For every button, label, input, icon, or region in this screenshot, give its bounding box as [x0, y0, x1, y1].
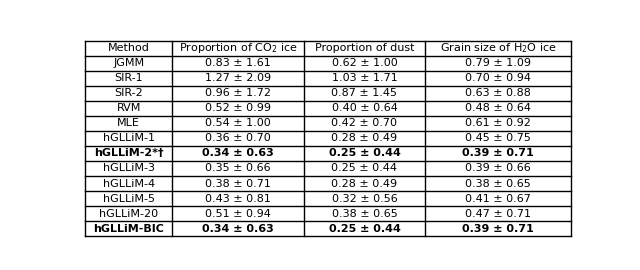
Text: JGMM: JGMM	[113, 58, 144, 68]
Text: 0.36 ± 0.70: 0.36 ± 0.70	[205, 133, 271, 143]
Text: 0.34 ± 0.63: 0.34 ± 0.63	[202, 148, 274, 158]
Text: 1.03 ± 1.71: 1.03 ± 1.71	[332, 73, 397, 83]
Text: 0.38 ± 0.65: 0.38 ± 0.65	[332, 209, 397, 219]
Text: 0.39 ± 0.71: 0.39 ± 0.71	[462, 224, 534, 234]
Text: 0.32 ± 0.56: 0.32 ± 0.56	[332, 194, 397, 204]
Text: 0.48 ± 0.64: 0.48 ± 0.64	[465, 103, 531, 113]
Text: hGLLiM-BIC: hGLLiM-BIC	[93, 224, 164, 234]
Text: 0.51 ± 0.94: 0.51 ± 0.94	[205, 209, 271, 219]
Text: 0.52 ± 0.99: 0.52 ± 0.99	[205, 103, 271, 113]
Text: hGLLiM-4: hGLLiM-4	[102, 178, 155, 188]
Text: 0.63 ± 0.88: 0.63 ± 0.88	[465, 88, 531, 98]
Text: 0.28 ± 0.49: 0.28 ± 0.49	[332, 133, 397, 143]
Text: 0.25 ± 0.44: 0.25 ± 0.44	[332, 164, 397, 174]
Text: 0.62 ± 1.00: 0.62 ± 1.00	[332, 58, 397, 68]
Text: 0.39 ± 0.71: 0.39 ± 0.71	[462, 148, 534, 158]
Text: MLE: MLE	[117, 119, 140, 129]
Text: 0.43 ± 0.81: 0.43 ± 0.81	[205, 194, 271, 204]
Text: Grain size of H$_2$O ice: Grain size of H$_2$O ice	[440, 41, 556, 55]
Text: Proportion of dust: Proportion of dust	[315, 43, 414, 53]
Text: 0.41 ± 0.67: 0.41 ± 0.67	[465, 194, 531, 204]
Text: 0.34 ± 0.63: 0.34 ± 0.63	[202, 224, 274, 234]
Text: 0.70 ± 0.94: 0.70 ± 0.94	[465, 73, 531, 83]
Text: 0.61 ± 0.92: 0.61 ± 0.92	[465, 119, 531, 129]
Text: Proportion of CO$_2$ ice: Proportion of CO$_2$ ice	[179, 41, 298, 55]
Text: 1.27 ± 2.09: 1.27 ± 2.09	[205, 73, 271, 83]
Text: 0.83 ± 1.61: 0.83 ± 1.61	[205, 58, 271, 68]
Text: hGLLiM-5: hGLLiM-5	[102, 194, 155, 204]
Text: 0.38 ± 0.65: 0.38 ± 0.65	[465, 178, 531, 188]
Text: 0.25 ± 0.44: 0.25 ± 0.44	[328, 148, 401, 158]
Text: 0.54 ± 1.00: 0.54 ± 1.00	[205, 119, 271, 129]
Text: 0.87 ± 1.45: 0.87 ± 1.45	[332, 88, 397, 98]
Text: 0.35 ± 0.66: 0.35 ± 0.66	[205, 164, 271, 174]
Text: hGLLiM-2*†: hGLLiM-2*†	[94, 148, 163, 158]
Text: RVM: RVM	[116, 103, 141, 113]
Text: SIR-1: SIR-1	[115, 73, 143, 83]
Text: 0.96 ± 1.72: 0.96 ± 1.72	[205, 88, 271, 98]
Text: hGLLiM-1: hGLLiM-1	[102, 133, 155, 143]
Text: 0.39 ± 0.66: 0.39 ± 0.66	[465, 164, 531, 174]
Text: 0.40 ± 0.64: 0.40 ± 0.64	[332, 103, 397, 113]
Text: 0.45 ± 0.75: 0.45 ± 0.75	[465, 133, 531, 143]
Text: 0.38 ± 0.71: 0.38 ± 0.71	[205, 178, 271, 188]
Text: SIR-2: SIR-2	[115, 88, 143, 98]
Text: 0.47 ± 0.71: 0.47 ± 0.71	[465, 209, 531, 219]
Text: 0.28 ± 0.49: 0.28 ± 0.49	[332, 178, 397, 188]
Text: 0.42 ± 0.70: 0.42 ± 0.70	[332, 119, 397, 129]
Text: 0.25 ± 0.44: 0.25 ± 0.44	[328, 224, 401, 234]
Text: hGLLiM-20: hGLLiM-20	[99, 209, 158, 219]
Text: Method: Method	[108, 43, 150, 53]
Text: 0.79 ± 1.09: 0.79 ± 1.09	[465, 58, 531, 68]
Text: hGLLiM-3: hGLLiM-3	[102, 164, 155, 174]
